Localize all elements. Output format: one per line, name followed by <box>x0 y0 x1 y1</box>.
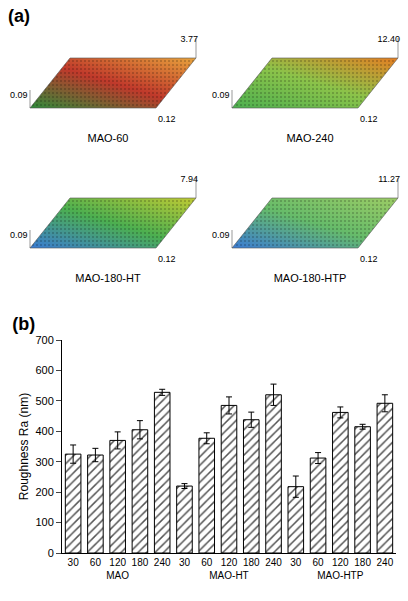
svg-text:MAO-HT: MAO-HT <box>209 570 248 581</box>
svg-text:0.09: 0.09 <box>10 230 28 240</box>
svg-text:0.09: 0.09 <box>212 230 230 240</box>
svg-text:60: 60 <box>201 557 213 568</box>
svg-text:(b): (b) <box>12 314 35 334</box>
svg-text:180: 180 <box>243 557 260 568</box>
svg-text:60: 60 <box>313 557 325 568</box>
svg-text:MAO-180-HT: MAO-180-HT <box>75 272 141 284</box>
svg-text:MAO: MAO <box>106 570 129 581</box>
svg-text:120: 120 <box>109 557 126 568</box>
svg-text:240: 240 <box>265 557 282 568</box>
svg-text:7.94: 7.94 <box>180 174 198 184</box>
svg-text:700: 700 <box>35 334 53 346</box>
svg-text:240: 240 <box>154 557 171 568</box>
svg-text:30: 30 <box>290 557 302 568</box>
svg-text:MAO-HTP: MAO-HTP <box>317 570 363 581</box>
svg-text:100: 100 <box>35 516 53 528</box>
svg-text:MAO-60: MAO-60 <box>88 132 129 144</box>
svg-text:0.12: 0.12 <box>158 114 176 124</box>
svg-text:(a): (a) <box>8 6 30 26</box>
svg-text:0.12: 0.12 <box>158 254 176 264</box>
svg-text:0.12: 0.12 <box>360 254 378 264</box>
svg-text:MAO-180-HTP: MAO-180-HTP <box>274 272 347 284</box>
svg-text:120: 120 <box>332 557 349 568</box>
svg-text:3.77: 3.77 <box>180 34 198 44</box>
svg-text:180: 180 <box>132 557 149 568</box>
svg-text:600: 600 <box>35 364 53 376</box>
svg-text:0.09: 0.09 <box>212 90 230 100</box>
svg-text:200: 200 <box>35 486 53 498</box>
svg-text:0: 0 <box>48 547 54 559</box>
svg-text:30: 30 <box>179 557 191 568</box>
svg-text:500: 500 <box>35 395 53 407</box>
svg-text:120: 120 <box>221 557 238 568</box>
svg-text:12.40: 12.40 <box>377 34 400 44</box>
svg-text:180: 180 <box>354 557 371 568</box>
svg-text:240: 240 <box>377 557 394 568</box>
svg-text:30: 30 <box>68 557 80 568</box>
svg-text:MAO-240: MAO-240 <box>286 132 333 144</box>
svg-text:60: 60 <box>90 557 102 568</box>
svg-text:11.27: 11.27 <box>378 174 400 184</box>
svg-text:300: 300 <box>35 456 53 468</box>
svg-text:0.12: 0.12 <box>360 114 378 124</box>
svg-text:400: 400 <box>35 425 53 437</box>
svg-text:0.09: 0.09 <box>10 90 28 100</box>
svg-text:Roughness Ra (nm): Roughness Ra (nm) <box>17 393 31 500</box>
